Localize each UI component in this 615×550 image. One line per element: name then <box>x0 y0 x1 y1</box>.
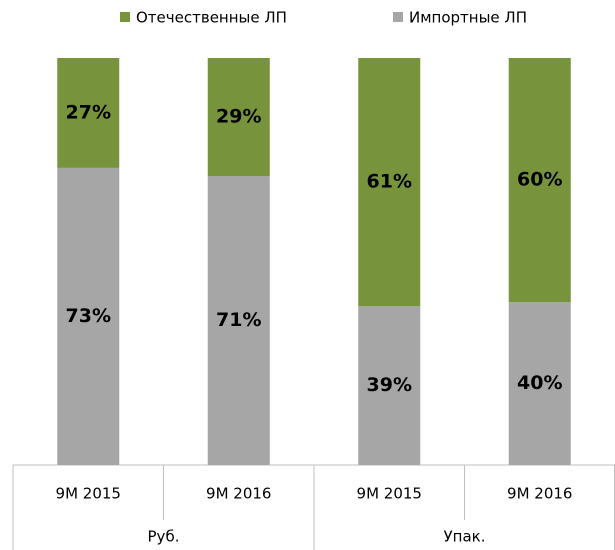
value-label: 40% <box>517 372 562 394</box>
group-label: Руб. <box>148 528 180 546</box>
value-label: 39% <box>367 374 412 396</box>
value-label: 27% <box>66 101 111 123</box>
x-tick-label: 9M 2016 <box>206 485 271 503</box>
bar-segment <box>57 58 120 168</box>
value-label: 71% <box>216 309 261 331</box>
bar-segment <box>207 176 270 465</box>
value-label: 29% <box>216 106 261 128</box>
value-label: 61% <box>367 171 412 193</box>
value-label: 60% <box>517 169 562 191</box>
bar-segment <box>508 302 571 465</box>
bar-segment <box>358 58 421 307</box>
legend-label: Импортные ЛП <box>409 9 527 27</box>
legend-swatch <box>393 12 403 22</box>
legend-label: Отечественные ЛП <box>136 9 287 27</box>
bar-segment <box>57 167 120 465</box>
bar-segment <box>207 58 270 177</box>
legend-swatch <box>120 12 130 22</box>
x-tick-label: 9M 2016 <box>507 485 572 503</box>
x-tick-label: 9M 2015 <box>357 485 422 503</box>
bar-segment <box>358 306 421 465</box>
bar-segment <box>508 58 571 303</box>
group-label: Упак. <box>444 528 486 546</box>
value-label: 73% <box>66 305 111 327</box>
x-tick-label: 9M 2015 <box>56 485 121 503</box>
